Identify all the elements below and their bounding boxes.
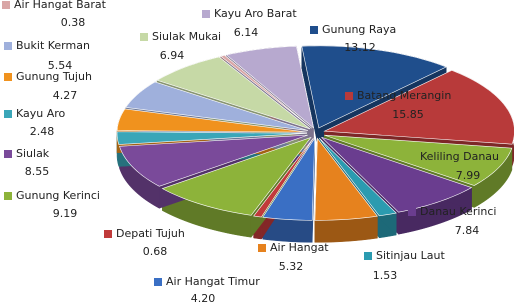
legend-marker	[4, 150, 12, 158]
value-label: 13.12	[344, 41, 376, 54]
value-label: 15.85	[392, 108, 424, 121]
value-label: 4.27	[53, 89, 78, 102]
value-label: 7.84	[455, 224, 480, 237]
slice	[125, 81, 309, 131]
legend-marker	[154, 278, 162, 286]
value-label: 7.99	[456, 169, 481, 182]
slice	[116, 108, 308, 133]
slice-label: Danau Kerinci	[420, 205, 496, 218]
legend-marker	[140, 33, 148, 41]
slice-label: Siulak Mukai	[152, 30, 221, 43]
value-label: 1.53	[373, 269, 398, 282]
slice	[161, 136, 312, 216]
slice-label: Gunung Kerinci	[16, 189, 100, 202]
legend-marker	[4, 73, 12, 81]
legend-marker	[345, 92, 353, 100]
legend-marker	[408, 153, 416, 161]
slice-label: Air Hangat	[270, 241, 329, 254]
value-label: 5.54	[48, 59, 73, 72]
slice-label: Kayu Aro	[16, 107, 66, 120]
value-label: 4.20	[191, 292, 216, 305]
slice-label: Gunung Raya	[322, 23, 396, 36]
slice	[225, 45, 314, 129]
slice-label: Depati Tujuh	[116, 227, 185, 240]
value-label: 0.38	[61, 16, 86, 29]
slice-label: Bukit Kerman	[16, 39, 90, 52]
slice-label: Air Hangat Timur	[166, 275, 260, 288]
value-label: 9.19	[53, 207, 78, 220]
legend-marker	[4, 192, 12, 200]
slice	[323, 70, 514, 145]
legend-marker	[364, 252, 372, 260]
legend-marker	[310, 26, 318, 34]
legend-marker	[2, 1, 10, 9]
slice	[262, 137, 316, 221]
slice-label: Keliling Danau	[420, 150, 499, 163]
legend-marker	[202, 10, 210, 18]
slice	[156, 56, 311, 130]
legend-marker	[258, 244, 266, 252]
legend-marker	[408, 208, 416, 216]
legend-marker	[4, 42, 12, 50]
value-label: 0.68	[143, 245, 168, 258]
slice	[116, 131, 308, 145]
slice-label: Siulak	[16, 147, 50, 160]
slice-label: Air Hangat Barat	[14, 0, 107, 11]
legend-marker	[4, 110, 12, 118]
slice-label: Gunung Tujuh	[16, 70, 92, 83]
slice	[220, 55, 312, 129]
slice	[314, 137, 378, 221]
slice	[253, 137, 314, 218]
slice	[119, 134, 308, 187]
value-label: 6.14	[234, 26, 259, 39]
slice-label: Sitinjau Laut	[376, 249, 445, 262]
value-label: 5.32	[279, 260, 304, 273]
slice	[324, 134, 513, 186]
slice-label: Kayu Aro Barat	[214, 7, 297, 20]
slice-label: Batang Merangin	[357, 89, 451, 102]
value-label: 8.55	[25, 165, 50, 178]
value-label: 2.48	[30, 125, 55, 138]
slice	[301, 45, 447, 129]
legend-marker	[104, 230, 112, 238]
slice	[319, 137, 397, 217]
value-label: 6.94	[160, 49, 185, 62]
